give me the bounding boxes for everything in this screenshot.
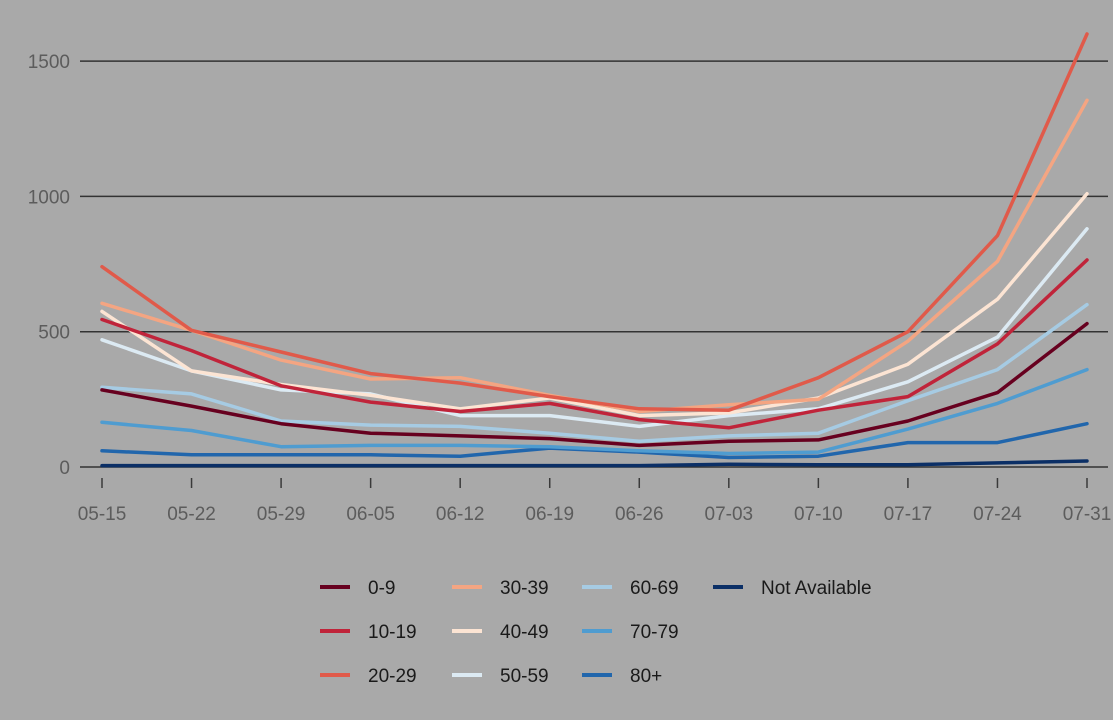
x-tick-label: 07-03 <box>705 504 754 525</box>
legend-label: 10-19 <box>368 622 417 643</box>
series-line-10-19 <box>100 258 1089 430</box>
x-tick-label: 07-17 <box>884 504 933 525</box>
legend-label: Not Available <box>761 578 872 599</box>
y-tick-label: 1500 <box>28 52 70 73</box>
y-tick-label: 500 <box>38 323 70 344</box>
series-line-60-69 <box>100 302 1089 444</box>
series-line-0-9 <box>100 321 1089 448</box>
legend-label: 80+ <box>630 666 662 687</box>
x-tick-label: 05-15 <box>78 504 127 525</box>
series-line-50-59 <box>100 227 1089 429</box>
x-tick-label: 06-19 <box>525 504 574 525</box>
legend-label: 0-9 <box>368 578 395 599</box>
legend-label: 20-29 <box>368 666 417 687</box>
x-tick-label: 07-10 <box>794 504 843 525</box>
x-tick-label: 06-26 <box>615 504 664 525</box>
y-tick-label: 0 <box>59 458 70 479</box>
legend-label: 30-39 <box>500 578 549 599</box>
y-tick-label: 1000 <box>28 187 70 208</box>
x-tick-label: 05-22 <box>167 504 216 525</box>
x-axis: 05-15 05-22 05-29 06-05 06-12 06-19 06-26 07-03… <box>78 478 1112 525</box>
legend: 0-9 10-19 20-29 30-39 40-49 50-59 60-69 70-79 80… <box>320 578 872 687</box>
x-tick-label: 06-12 <box>436 504 485 525</box>
x-tick-label: 07-31 <box>1063 504 1112 525</box>
y-axis: 0 500 1000 1500 <box>28 52 70 479</box>
legend-label: 60-69 <box>630 578 679 599</box>
series-line-not-available <box>100 459 1089 468</box>
x-tick-label: 06-05 <box>346 504 395 525</box>
series-lines <box>100 32 1089 468</box>
series-line-20-29 <box>100 32 1089 412</box>
series-line-70-79 <box>100 367 1089 456</box>
legend-label: 50-59 <box>500 666 549 687</box>
x-tick-label: 05-29 <box>257 504 306 525</box>
x-tick-label: 07-24 <box>973 504 1022 525</box>
legend-label: 70-79 <box>630 622 679 643</box>
legend-label: 40-49 <box>500 622 549 643</box>
series-line-40-49 <box>100 191 1089 418</box>
